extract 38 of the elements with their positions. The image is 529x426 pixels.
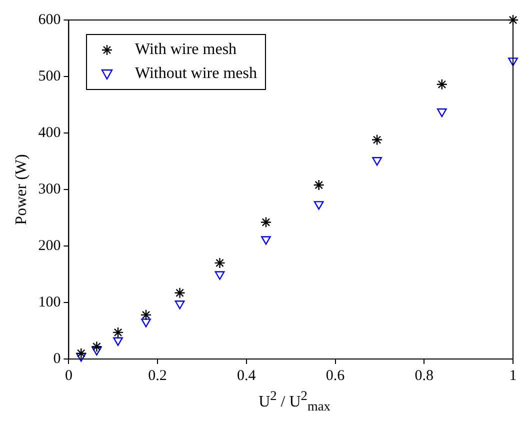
y-tick-label: 300	[38, 181, 61, 198]
x-tick-label: 0.8	[414, 368, 434, 384]
x-tick-label: 0.4	[237, 368, 256, 384]
point	[214, 257, 226, 269]
point	[507, 14, 519, 26]
y-tick-label: 500	[38, 68, 61, 84]
point	[91, 340, 102, 352]
point	[140, 309, 152, 321]
point	[313, 179, 324, 191]
point	[436, 108, 447, 118]
point	[92, 346, 102, 356]
y-tick-label: 100	[38, 294, 61, 310]
y-tick-label: 200	[38, 238, 61, 254]
y-tick-label: 0	[53, 350, 61, 367]
point	[112, 326, 124, 338]
point	[261, 236, 271, 245]
legend-label: With wire mesh	[135, 40, 237, 60]
point	[260, 216, 272, 228]
point	[372, 157, 382, 166]
point	[371, 134, 383, 146]
y-tick-label: 600	[38, 12, 61, 28]
point	[76, 353, 86, 362]
x-tick-label: 0.2	[148, 368, 167, 384]
point	[174, 300, 185, 310]
x-tick-label: 0.6	[326, 368, 346, 384]
point	[314, 201, 324, 210]
y-tick-label: 400	[38, 124, 61, 141]
point	[76, 348, 87, 359]
point	[436, 78, 448, 90]
x-tick-label: 1	[509, 368, 517, 384]
legend-label: Without wire mesh	[135, 64, 257, 84]
y-axis-title: Power (W)	[12, 154, 30, 225]
point	[214, 271, 225, 280]
point	[141, 318, 151, 328]
point	[174, 287, 186, 298]
x-tick-label: 0	[64, 368, 72, 384]
point	[113, 337, 123, 346]
point	[508, 58, 518, 66]
